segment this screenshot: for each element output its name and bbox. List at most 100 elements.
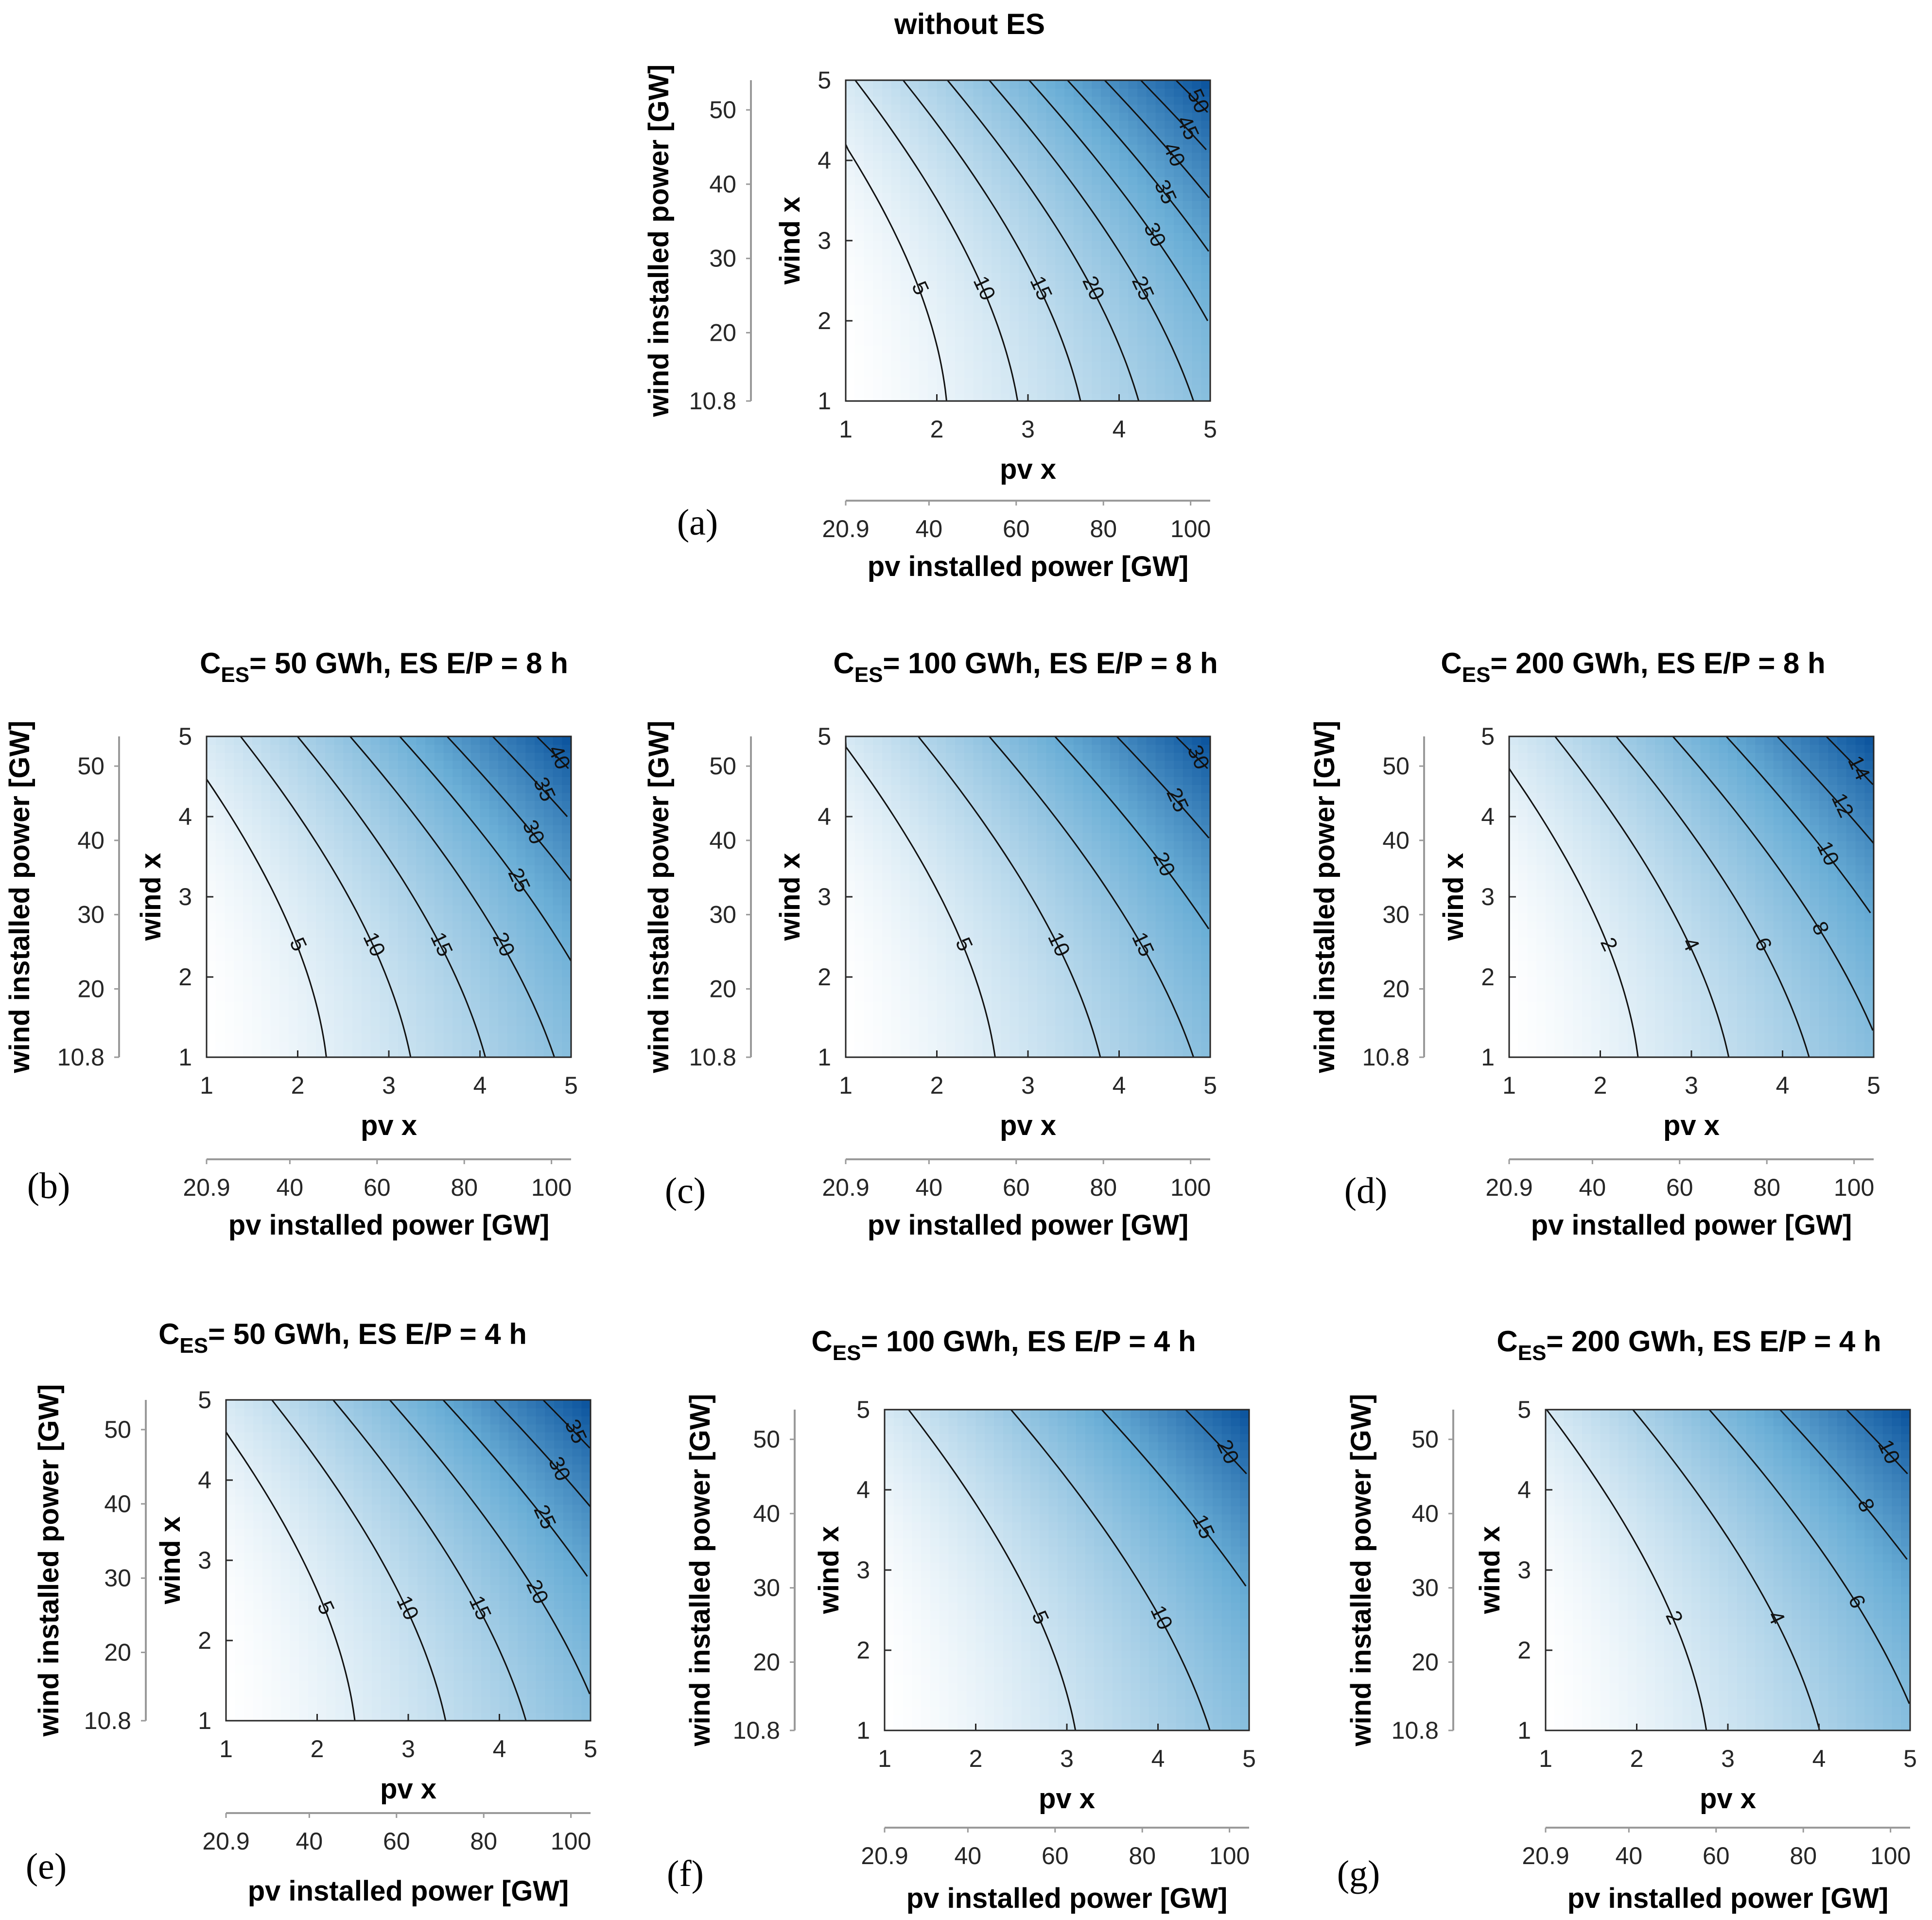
heat-cell <box>927 176 938 185</box>
heat-cell <box>927 840 938 849</box>
heat-cell <box>1019 321 1028 330</box>
heat-cell <box>1073 329 1083 337</box>
heat-cell <box>1155 929 1166 938</box>
heat-cell <box>462 1049 471 1057</box>
heat-cell <box>973 96 983 105</box>
heat-cell <box>1155 128 1166 137</box>
heat-cell <box>1128 760 1138 769</box>
heat-cell <box>334 1049 344 1057</box>
heat-cell <box>1146 1041 1156 1050</box>
heat-cell <box>225 969 235 977</box>
heat-cell <box>992 385 1001 394</box>
heat-cell <box>416 929 426 938</box>
heat-cell <box>1019 136 1028 145</box>
heat-cell <box>1000 168 1010 177</box>
heat-cell <box>937 241 947 249</box>
heat-cell <box>1128 905 1138 913</box>
heat-cell <box>562 736 571 745</box>
heat-cell <box>252 921 262 929</box>
heat-cell <box>1064 1033 1074 1042</box>
heat-cell <box>279 969 289 977</box>
heat-cell <box>846 792 855 801</box>
heat-cell <box>1183 225 1193 233</box>
heat-cell <box>1101 865 1111 873</box>
heat-cell <box>525 1033 535 1042</box>
heat-cell <box>553 824 563 833</box>
heat-cell <box>407 752 417 761</box>
heat-cell <box>891 744 901 753</box>
heat-cell <box>1000 921 1010 929</box>
heat-cell <box>453 849 462 857</box>
heat-cell <box>334 817 344 825</box>
heat-cell <box>1155 305 1166 314</box>
heat-cell <box>307 801 316 809</box>
heat-cell <box>955 200 965 209</box>
heat-cell <box>361 897 371 906</box>
heat-cell <box>1046 369 1056 378</box>
heat-cell <box>288 881 298 890</box>
heat-cell <box>1201 1001 1210 1010</box>
heat-cell <box>992 785 1001 793</box>
heat-cell <box>207 969 216 977</box>
heat-cell <box>854 993 865 1002</box>
heat-cell <box>882 393 892 401</box>
heat-cell <box>982 993 992 1002</box>
heat-cell <box>1019 88 1028 97</box>
heat-cell <box>1082 873 1093 881</box>
heat-cell <box>1110 889 1120 897</box>
heat-cell <box>1064 128 1074 137</box>
heat-cell <box>891 873 901 881</box>
x2-tick-label: 100 <box>1170 1174 1211 1201</box>
heat-cell <box>207 833 216 841</box>
heat-cell <box>927 1017 938 1026</box>
heat-cell <box>1000 945 1010 954</box>
heat-cell <box>1101 961 1111 970</box>
heat-cell <box>1101 1009 1111 1018</box>
heat-cell <box>1110 824 1120 833</box>
heat-cell <box>516 856 526 865</box>
heat-cell <box>1128 337 1138 346</box>
heat-cell <box>261 1049 271 1057</box>
heat-cell <box>964 873 974 881</box>
heat-cell <box>1119 176 1129 185</box>
heat-cell <box>1201 152 1210 161</box>
heat-cell <box>525 801 535 809</box>
heat-cell <box>1046 280 1056 289</box>
heat-cell <box>955 353 965 362</box>
heat-cell <box>1101 985 1111 994</box>
heat-cell <box>982 808 992 817</box>
heat-cell <box>854 865 865 873</box>
heat-cell <box>1046 112 1056 121</box>
heat-cell <box>1119 241 1129 249</box>
heat-cell <box>507 905 517 913</box>
heat-cell <box>1201 752 1210 761</box>
heat-cell <box>507 929 517 938</box>
heat-cell <box>1073 736 1083 745</box>
heat-cell <box>1073 873 1083 881</box>
heat-cell <box>416 961 426 970</box>
heat-cell <box>416 873 426 881</box>
heat-cell <box>398 961 408 970</box>
heat-cell <box>498 913 508 922</box>
heat-cell <box>1155 144 1166 153</box>
heat-cell <box>946 985 956 994</box>
heat-cell <box>489 840 499 849</box>
heat-cell <box>1192 264 1202 273</box>
heat-cell <box>279 921 289 929</box>
heat-cell <box>882 881 892 890</box>
heat-cell <box>470 905 481 913</box>
heat-cell <box>1028 913 1038 922</box>
heat-cell <box>380 873 389 881</box>
heat-cell <box>937 216 947 225</box>
heat-cell <box>434 1041 444 1050</box>
heat-cell <box>1000 881 1010 890</box>
heat-cell <box>1046 856 1056 865</box>
heat-cell <box>955 768 965 777</box>
heat-cell <box>900 985 910 994</box>
heat-cell <box>864 937 874 945</box>
heat-cell <box>1019 961 1028 970</box>
heat-cell <box>1092 937 1101 945</box>
heat-cell <box>882 337 892 346</box>
heat-cell <box>1101 160 1111 169</box>
heat-cell <box>507 736 517 745</box>
